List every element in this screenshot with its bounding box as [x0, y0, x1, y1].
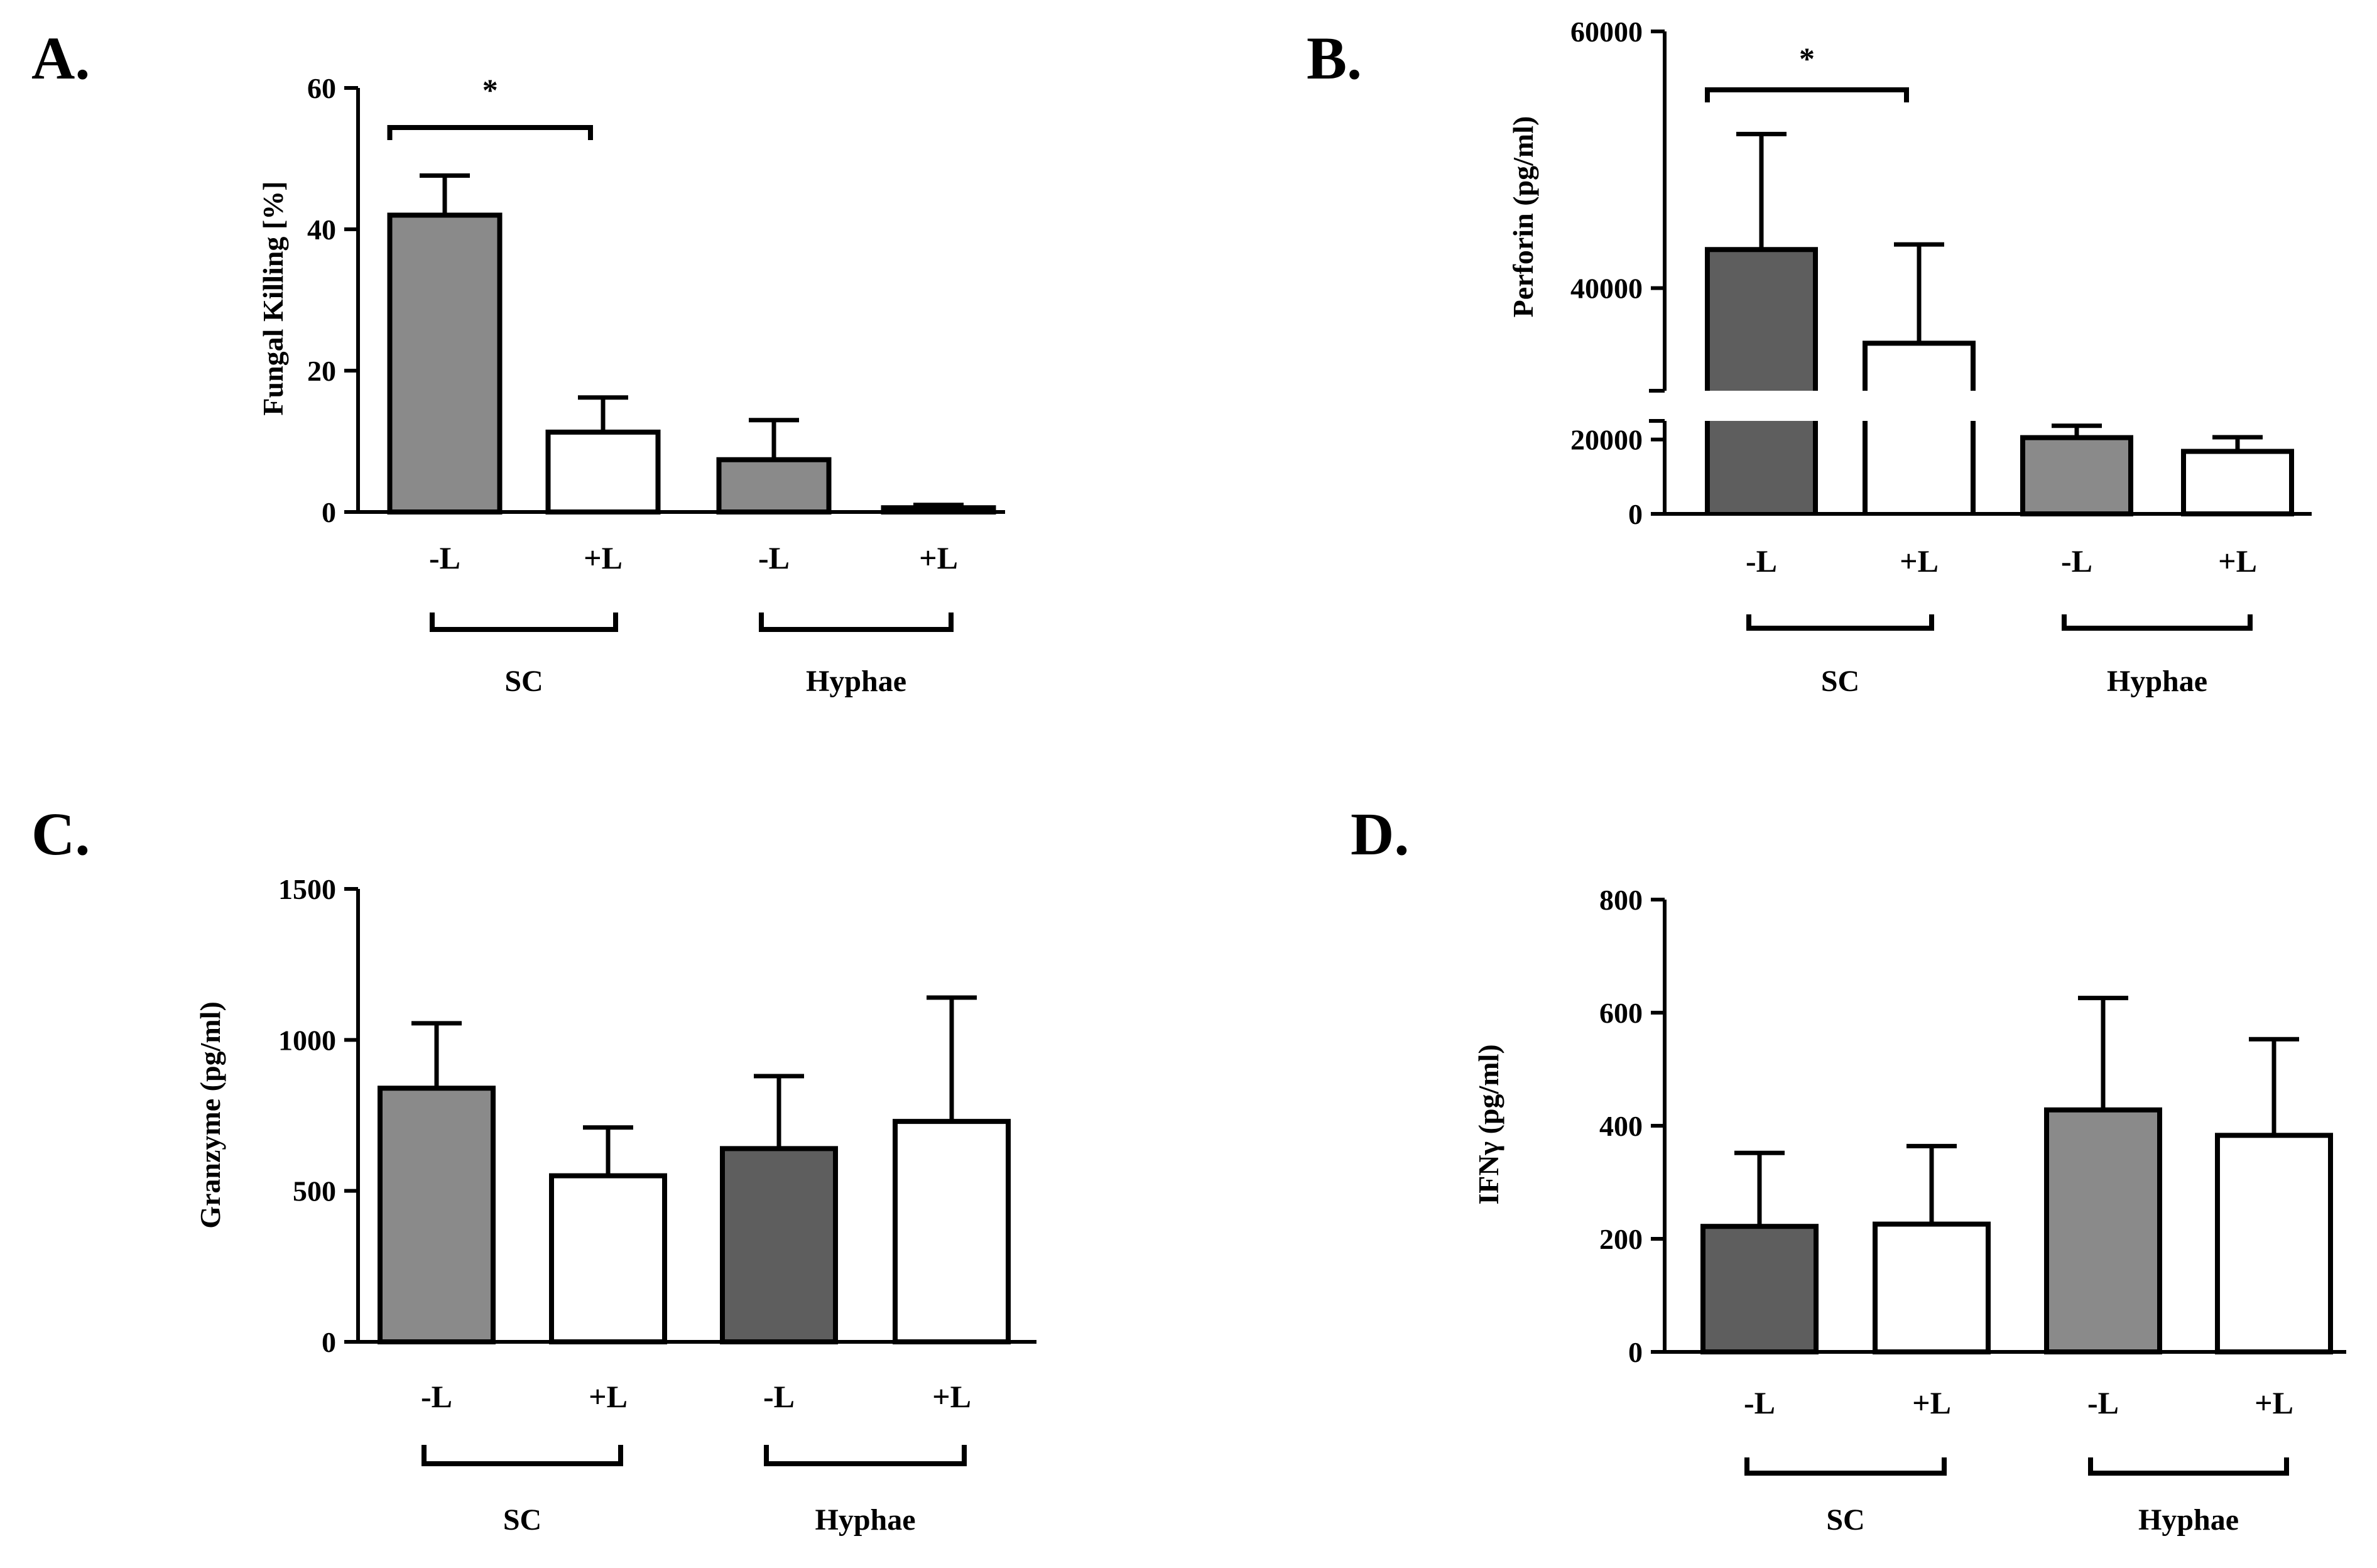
bar	[893, 1119, 1011, 1344]
bar	[716, 457, 832, 514]
panel-letter: B.	[1307, 24, 1362, 92]
y-tick-label: 0	[1628, 498, 1643, 530]
significance-bracket	[387, 125, 593, 140]
bar-upper	[1707, 249, 1815, 391]
y-tick-label: 40000	[1570, 273, 1643, 305]
bar	[378, 1086, 496, 1344]
y-tick-label: 0	[322, 1326, 336, 1358]
x-tick-label: +L	[932, 1379, 971, 1414]
group-bracket	[2062, 614, 2253, 631]
bar-outline	[1863, 340, 1976, 391]
y-tick-label: 600	[1599, 997, 1643, 1029]
bar	[545, 429, 661, 514]
y-tick-label: 40	[307, 214, 336, 246]
group-bracket	[759, 612, 954, 632]
panel-letter: A.	[31, 24, 90, 92]
group-label: SC	[504, 665, 543, 698]
y-tick-label: 500	[293, 1175, 336, 1207]
bar	[387, 212, 503, 514]
group-label: SC	[1821, 665, 1859, 698]
y-tick-label: 1000	[278, 1024, 336, 1056]
group-label: Hyphae	[806, 665, 906, 698]
group-bracket	[422, 1445, 623, 1466]
y-tick-label: 1500	[278, 873, 336, 905]
y-tick-label: 0	[322, 496, 336, 528]
x-tick-label: -L	[1746, 543, 1777, 579]
x-tick-label: +L	[2218, 543, 2257, 579]
y-tick-label: 0	[1628, 1336, 1643, 1368]
y-tick-label: 200	[1599, 1223, 1643, 1255]
y-axis-label: IFNγ (pg/ml)	[1472, 1044, 1504, 1204]
group-label: Hyphae	[2107, 665, 2207, 698]
y-axis-label: Fungal Killing [%]	[257, 181, 289, 415]
x-tick-label: -L	[429, 540, 460, 575]
x-tick-label: +L	[1900, 543, 1939, 579]
bar	[2044, 1107, 2162, 1355]
bar-upper	[1865, 343, 1973, 391]
bar	[2215, 1133, 2333, 1355]
panel-a: A. Fungal Killing [%] 0 20 40 60 -L +L -L +L SC Hyp…	[31, 24, 1005, 698]
x-tick-label: -L	[758, 540, 790, 575]
panel-d: D. IFNγ (pg/ml) 0 200 400 600 800 -L +L -L +L SC Hyp…	[1351, 800, 2346, 1537]
bar-lower	[1865, 421, 1973, 514]
group-bracket	[430, 612, 618, 632]
group-label: SC	[1826, 1503, 1864, 1537]
x-tick-label: +L	[589, 1379, 628, 1414]
x-tick-label: -L	[763, 1379, 795, 1414]
x-tick-label: -L	[2061, 543, 2092, 579]
bar	[1700, 1224, 1819, 1354]
group-label: SC	[503, 1503, 541, 1537]
bar-lower	[1707, 421, 1815, 514]
bar	[720, 1146, 838, 1344]
group-label: Hyphae	[2138, 1503, 2239, 1537]
group-label: Hyphae	[815, 1503, 915, 1537]
x-tick-label: -L	[421, 1379, 452, 1414]
significance-label: *	[1799, 41, 1815, 76]
y-tick-label: 800	[1599, 884, 1643, 916]
y-tick-label: 60	[307, 72, 336, 104]
group-bracket	[2088, 1457, 2289, 1476]
significance-label: *	[482, 72, 498, 107]
panel-b: B. Perforin (pg/ml) 0 20000 40000 60000 -L +L -L…	[1307, 16, 2312, 698]
y-tick-label: 60000	[1570, 16, 1643, 48]
group-bracket	[764, 1445, 967, 1466]
panel-letter: C.	[31, 800, 90, 868]
x-tick-label: +L	[1912, 1385, 1951, 1420]
group-bracket	[1746, 614, 1934, 631]
y-tick-label: 20000	[1570, 424, 1643, 456]
x-tick-label: +L	[584, 540, 623, 575]
group-bracket	[1744, 1457, 1947, 1476]
x-tick-label: +L	[2255, 1385, 2293, 1420]
y-axis-label: Granzyme (pg/ml)	[194, 1001, 226, 1229]
bar	[1873, 1221, 1991, 1354]
significance-bracket	[1705, 87, 1909, 102]
y-axis-label: Perforin (pg/ml)	[1507, 116, 1539, 318]
bar	[2181, 449, 2294, 517]
x-tick-label: -L	[1744, 1385, 1775, 1420]
y-tick-label: 20	[307, 355, 336, 387]
bar	[549, 1173, 667, 1344]
y-tick-label: 400	[1599, 1110, 1643, 1142]
x-tick-label: -L	[2087, 1385, 2119, 1420]
panel-letter: D.	[1351, 800, 1409, 868]
x-tick-label: +L	[919, 540, 958, 575]
bar	[2020, 435, 2133, 517]
panel-c: C. Granzyme (pg/ml) 0 500 1000 1500 -L +L -L +L SC…	[31, 800, 1036, 1537]
bar-outline	[1705, 247, 1818, 391]
